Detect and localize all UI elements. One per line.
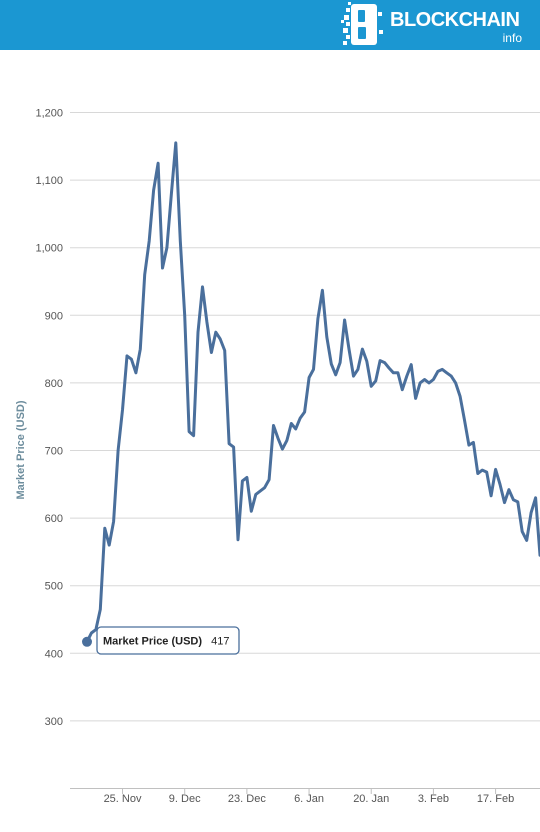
- y-tick-label: 400: [45, 648, 63, 660]
- brand-subtitle: info: [502, 31, 522, 45]
- x-tick-label: 9. Dec: [169, 793, 201, 805]
- y-tick-label: 600: [45, 513, 63, 525]
- hover-point-marker[interactable]: [82, 636, 92, 647]
- tooltip-box: [96, 626, 240, 655]
- y-axis-label: Market Price (USD): [15, 400, 27, 499]
- svg-text:Market Price (USD) 417: Market Price (USD) 417: [103, 636, 229, 648]
- y-tick-label: 1,100: [35, 175, 63, 187]
- y-tick-label: 1,000: [35, 243, 63, 255]
- y-tick-label: 300: [45, 716, 63, 728]
- market-price-chart: 300 400 500 600 700 800 900 1,000 1,100 1,200 25.…: [15, 108, 540, 805]
- blockchain-logo-icon: [341, 2, 383, 45]
- chart-area: 300 400 500 600 700 800 900 1,000 1,100 1,200 25.…: [0, 50, 540, 827]
- y-tick-label: 1,200: [35, 108, 63, 120]
- tooltip: Market Price (USD) 417: [96, 626, 240, 655]
- series-line-group: [82, 141, 540, 647]
- y-tick-label: 900: [45, 310, 63, 322]
- x-tick-label: 20. Jan: [353, 793, 389, 805]
- y-tick-label: 800: [45, 378, 63, 390]
- tooltip-label: Market Price (USD): [103, 636, 202, 648]
- x-axis-ticks: 25. Nov 9. Dec 23. Dec 6. Jan 20. Jan 3. Feb 1…: [104, 788, 514, 805]
- tooltip-value: 417: [211, 636, 229, 648]
- y-axis-ticks: 300 400 500 600 700 800 900 1,000 1,100 1,200: [35, 108, 63, 728]
- x-tick-label: 25. Nov: [104, 793, 142, 805]
- x-tick-label: 17. Feb: [477, 793, 514, 805]
- x-tick-label: 3. Feb: [418, 793, 449, 805]
- x-tick-label: 6. Jan: [294, 793, 324, 805]
- series-line: [85, 141, 540, 644]
- brand-name: BLOCKCHAIN: [390, 9, 520, 31]
- x-tick-label: 23. Dec: [228, 793, 266, 805]
- grid-lines: [70, 112, 540, 789]
- header-bar: BLOCKCHAIN info: [0, 0, 540, 50]
- y-tick-label: 700: [45, 446, 63, 458]
- y-tick-label: 500: [45, 581, 63, 593]
